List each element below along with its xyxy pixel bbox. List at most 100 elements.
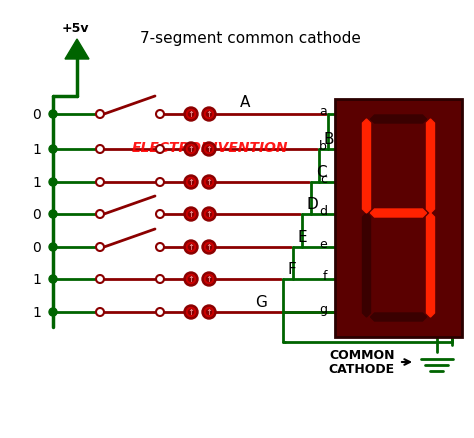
Circle shape <box>202 240 216 254</box>
Text: ELECTROINVENTION: ELECTROINVENTION <box>132 141 288 155</box>
Circle shape <box>204 275 213 284</box>
Polygon shape <box>65 40 89 60</box>
Circle shape <box>96 146 104 154</box>
Circle shape <box>189 310 193 315</box>
Circle shape <box>186 110 195 119</box>
Text: COMMON: COMMON <box>329 349 395 362</box>
Circle shape <box>186 210 195 219</box>
Circle shape <box>204 308 213 317</box>
Text: b: b <box>319 140 327 153</box>
Circle shape <box>96 111 104 119</box>
Text: ↑: ↑ <box>206 243 212 252</box>
Circle shape <box>184 176 198 190</box>
Text: 7-segment common cathode: 7-segment common cathode <box>139 30 360 46</box>
Text: D: D <box>307 197 319 212</box>
Circle shape <box>184 272 198 286</box>
Circle shape <box>207 277 211 282</box>
Text: 1: 1 <box>32 143 41 157</box>
Circle shape <box>156 146 164 154</box>
Circle shape <box>202 108 216 122</box>
Text: c: c <box>320 173 327 186</box>
Circle shape <box>186 275 195 284</box>
Circle shape <box>202 305 216 319</box>
Polygon shape <box>371 116 427 124</box>
Text: d: d <box>319 205 327 218</box>
Circle shape <box>184 208 198 222</box>
Circle shape <box>204 110 213 119</box>
Circle shape <box>207 245 211 250</box>
Polygon shape <box>427 213 435 317</box>
Circle shape <box>204 243 213 252</box>
Text: ↑: ↑ <box>206 145 212 154</box>
Circle shape <box>156 179 164 187</box>
Text: f: f <box>322 270 327 283</box>
Circle shape <box>49 244 57 251</box>
Text: ↑: ↑ <box>188 308 194 317</box>
Text: A: A <box>240 95 250 110</box>
Polygon shape <box>427 120 435 213</box>
Text: ↑: ↑ <box>206 308 212 317</box>
Circle shape <box>156 276 164 283</box>
Text: E: E <box>298 230 308 245</box>
Circle shape <box>156 211 164 219</box>
Text: g: g <box>319 303 327 316</box>
Circle shape <box>96 308 104 316</box>
Circle shape <box>189 277 193 282</box>
Circle shape <box>49 146 57 154</box>
Circle shape <box>202 143 216 157</box>
Circle shape <box>207 112 211 117</box>
Circle shape <box>186 243 195 252</box>
Circle shape <box>189 112 193 117</box>
Text: ↑: ↑ <box>188 275 194 284</box>
Circle shape <box>207 147 211 152</box>
Text: 1: 1 <box>32 176 41 190</box>
Circle shape <box>49 308 57 316</box>
Text: ↑: ↑ <box>206 110 212 119</box>
Circle shape <box>204 145 213 154</box>
Circle shape <box>207 310 211 315</box>
Text: CATHODE: CATHODE <box>329 363 395 376</box>
Circle shape <box>202 272 216 286</box>
Circle shape <box>156 111 164 119</box>
Circle shape <box>189 212 193 217</box>
Circle shape <box>204 210 213 219</box>
Circle shape <box>189 180 193 185</box>
Circle shape <box>189 147 193 152</box>
Circle shape <box>49 111 57 119</box>
Text: 1: 1 <box>32 305 41 319</box>
Circle shape <box>207 212 211 217</box>
Circle shape <box>156 308 164 316</box>
Text: e: e <box>319 238 327 251</box>
Polygon shape <box>371 209 427 218</box>
Circle shape <box>184 108 198 122</box>
Circle shape <box>156 244 164 251</box>
Circle shape <box>49 276 57 283</box>
Text: ↑: ↑ <box>188 210 194 219</box>
Text: 1: 1 <box>32 272 41 286</box>
Text: C: C <box>316 165 327 180</box>
Text: ↑: ↑ <box>206 275 212 284</box>
Circle shape <box>186 178 195 187</box>
Text: ↑: ↑ <box>188 110 194 119</box>
Text: ↑: ↑ <box>188 243 194 252</box>
Text: 0: 0 <box>32 240 41 254</box>
Circle shape <box>184 305 198 319</box>
Circle shape <box>186 145 195 154</box>
Text: ↑: ↑ <box>188 145 194 154</box>
Circle shape <box>207 180 211 185</box>
Bar <box>335 100 462 337</box>
Text: G: G <box>255 295 267 310</box>
Circle shape <box>96 211 104 219</box>
Circle shape <box>96 276 104 283</box>
Text: 0: 0 <box>32 108 41 122</box>
Polygon shape <box>363 213 371 317</box>
Circle shape <box>202 176 216 190</box>
Text: F: F <box>288 262 297 277</box>
Circle shape <box>184 143 198 157</box>
Circle shape <box>189 245 193 250</box>
Circle shape <box>186 308 195 317</box>
Circle shape <box>96 179 104 187</box>
Text: ↑: ↑ <box>206 210 212 219</box>
Circle shape <box>204 178 213 187</box>
Text: ↑: ↑ <box>188 178 194 187</box>
